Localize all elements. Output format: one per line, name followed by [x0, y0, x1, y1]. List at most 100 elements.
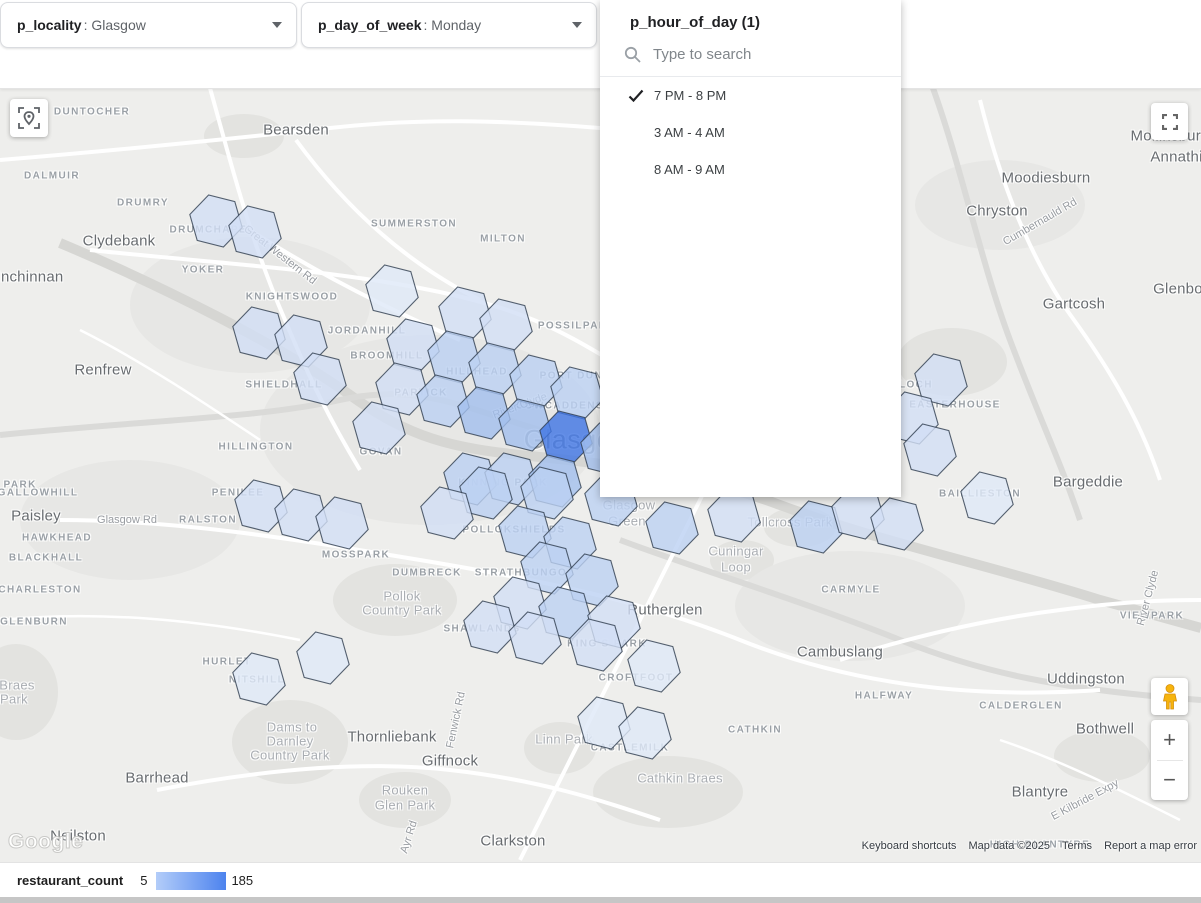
hex-bin[interactable]	[189, 194, 243, 248]
checkmark-icon	[628, 126, 654, 140]
checkmark-icon	[628, 89, 654, 103]
hex-bin[interactable]	[903, 423, 957, 477]
map-label: Darnley	[266, 733, 314, 749]
hex-bin[interactable]	[420, 486, 474, 540]
hex-bin[interactable]	[352, 401, 406, 455]
hour-option-label: 7 PM - 8 PM	[654, 88, 727, 103]
report-error-link[interactable]: Report a map error	[1104, 840, 1197, 852]
terms-link[interactable]: Terms	[1062, 840, 1092, 852]
google-logo: Google	[7, 830, 84, 854]
map-label: HURLET	[202, 656, 252, 668]
map-label: Clarkston	[480, 832, 546, 850]
hex-bin[interactable]	[463, 600, 517, 654]
hex-bin[interactable]	[457, 386, 511, 440]
hex-bin[interactable]	[498, 398, 552, 452]
hex-bin[interactable]	[520, 466, 574, 520]
map-label: DUMBRECK	[392, 567, 462, 579]
map-label: Rouken	[381, 782, 429, 798]
hour-option[interactable]: 3 AM - 4 AM	[600, 114, 901, 151]
map-label: Glenboig	[1153, 280, 1201, 298]
hour-option[interactable]: 8 AM - 9 AM	[600, 151, 901, 188]
zoom-in-button[interactable]: +	[1163, 726, 1176, 752]
chevron-down-icon	[272, 22, 282, 28]
map-label: Country Park	[250, 747, 330, 763]
hex-bin[interactable]	[375, 362, 429, 416]
hex-bin[interactable]	[960, 471, 1014, 525]
hex-bin[interactable]	[569, 618, 623, 672]
map-label: BLACKHALL	[8, 552, 84, 564]
day-of-week-filter-chip[interactable]: p_day_of_week : Monday	[301, 2, 597, 48]
map-label: SHIELDHALL	[245, 379, 323, 391]
map-label: CHARLESTON	[0, 584, 82, 596]
map-label: Dams to	[266, 719, 318, 735]
pegman-button[interactable]	[1151, 678, 1188, 715]
map-label: Moodiesburn	[1001, 169, 1091, 187]
map-label: KNIGHTSWOOD	[245, 291, 339, 303]
map-label: STRATHBUNGO	[474, 567, 568, 579]
map-label: DUNTOCHER	[53, 106, 131, 118]
map-label: Inchinnan	[0, 268, 64, 286]
map-label: Barrhead	[125, 769, 189, 787]
map-label: HILLINGTON	[218, 441, 294, 453]
hex-bin[interactable]	[618, 706, 672, 760]
hex-bin[interactable]	[645, 501, 699, 555]
hex-bin[interactable]	[232, 652, 286, 706]
map-label: YOKER	[181, 264, 225, 276]
map-label: BROOMHILL	[350, 350, 424, 362]
hex-bin[interactable]	[365, 264, 419, 318]
hex-bin[interactable]	[627, 639, 681, 693]
map-label: Bargeddie	[1052, 473, 1124, 491]
map-label: Cuningar	[708, 543, 764, 559]
map-label: Gartcosh	[1042, 295, 1106, 313]
legend-gradient-swatch	[156, 871, 227, 890]
hex-bin[interactable]	[577, 696, 631, 750]
fullscreen-button[interactable]	[1151, 103, 1188, 140]
map-label: SUMMERSTON	[370, 218, 458, 230]
legend-max-value: 185	[231, 873, 254, 888]
hex-bin[interactable]	[234, 479, 288, 533]
hour-option[interactable]: 7 PM - 8 PM	[600, 77, 901, 114]
hex-bin[interactable]	[707, 489, 761, 543]
map-label: MILTON	[480, 233, 526, 245]
map-label: DALMUIR	[24, 170, 80, 182]
search-icon	[624, 46, 641, 63]
locality-filter-chip[interactable]: p_locality : Glasgow	[0, 2, 297, 48]
map-label: JORDANHILL	[327, 325, 407, 337]
hour-option-label: 8 AM - 9 AM	[654, 162, 725, 177]
map-attribution: Keyboard shortcuts Map data ©2025 Terms …	[853, 840, 1197, 852]
hex-bin[interactable]	[296, 631, 350, 685]
map-label: CARMYLE	[821, 584, 881, 596]
bottom-edge-strip	[0, 897, 1201, 903]
map-label: Braes	[0, 677, 35, 693]
locate-button[interactable]	[10, 99, 48, 137]
map-label: GLENBURN	[0, 616, 68, 628]
map-label: Uddingston	[1047, 670, 1125, 688]
hex-bin[interactable]	[232, 306, 286, 360]
hour-panel-title: p_hour_of_day (1)	[630, 14, 761, 31]
map-label: Annathill	[1150, 148, 1201, 166]
hour-search-input[interactable]	[651, 45, 855, 64]
map-label: Blantyre	[1011, 783, 1069, 801]
hex-bin[interactable]	[870, 497, 924, 551]
hex-bin[interactable]	[293, 352, 347, 406]
hex-bin[interactable]	[274, 488, 328, 542]
hex-bin[interactable]	[508, 611, 562, 665]
map-label: Pollok	[383, 588, 421, 604]
hex-bin[interactable]	[416, 374, 470, 428]
hex-bin[interactable]	[459, 466, 513, 520]
hex-bin[interactable]	[228, 205, 282, 259]
hex-bin[interactable]	[914, 353, 968, 407]
map-label: Bothwell	[1075, 720, 1135, 738]
map-label: HAWKHEAD	[21, 532, 93, 544]
map-label: Cathkin Braes	[637, 770, 723, 786]
map-label: Loop	[720, 559, 752, 575]
map-data-text: Map data ©2025	[968, 840, 1050, 852]
fullscreen-icon	[1161, 113, 1178, 130]
map-label: Neilston	[50, 827, 106, 845]
hex-bin[interactable]	[315, 496, 369, 550]
zoom-out-button[interactable]: −	[1163, 767, 1176, 793]
map-label: Glen Park	[374, 797, 436, 813]
map-label: GALLOWHILL	[0, 487, 79, 499]
keyboard-shortcuts-link[interactable]: Keyboard shortcuts	[861, 840, 957, 852]
